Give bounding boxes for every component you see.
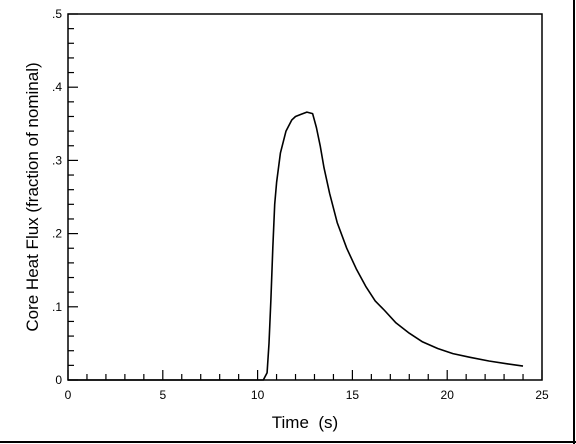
axis-ticks <box>67 13 543 381</box>
x-tick-label: 25 <box>535 388 549 402</box>
y-tick-label: .5 <box>52 7 62 21</box>
axis-tick-labels: 0 5 10 15 20 25 0 .1 .2 .3 .4 .5 <box>52 7 549 402</box>
x-tick-label: 10 <box>251 388 265 402</box>
x-tick-label: 20 <box>441 388 455 402</box>
x-tick-label: 0 <box>65 388 72 402</box>
plot-frame <box>67 13 543 381</box>
y-tick-label: .1 <box>52 300 62 314</box>
y-tick-label: .2 <box>52 227 62 241</box>
x-axis-title: Time (s) <box>272 413 338 432</box>
y-tick-label: .3 <box>52 153 62 167</box>
y-tick-label: .4 <box>52 80 62 94</box>
heat-flux-series-line <box>68 111 524 381</box>
y-tick-label: 0 <box>55 373 62 387</box>
x-tick-label: 15 <box>346 388 360 402</box>
x-tick-label: 5 <box>159 388 166 402</box>
y-axis-title: Core Heat Flux (fraction of nominal) <box>23 62 42 331</box>
